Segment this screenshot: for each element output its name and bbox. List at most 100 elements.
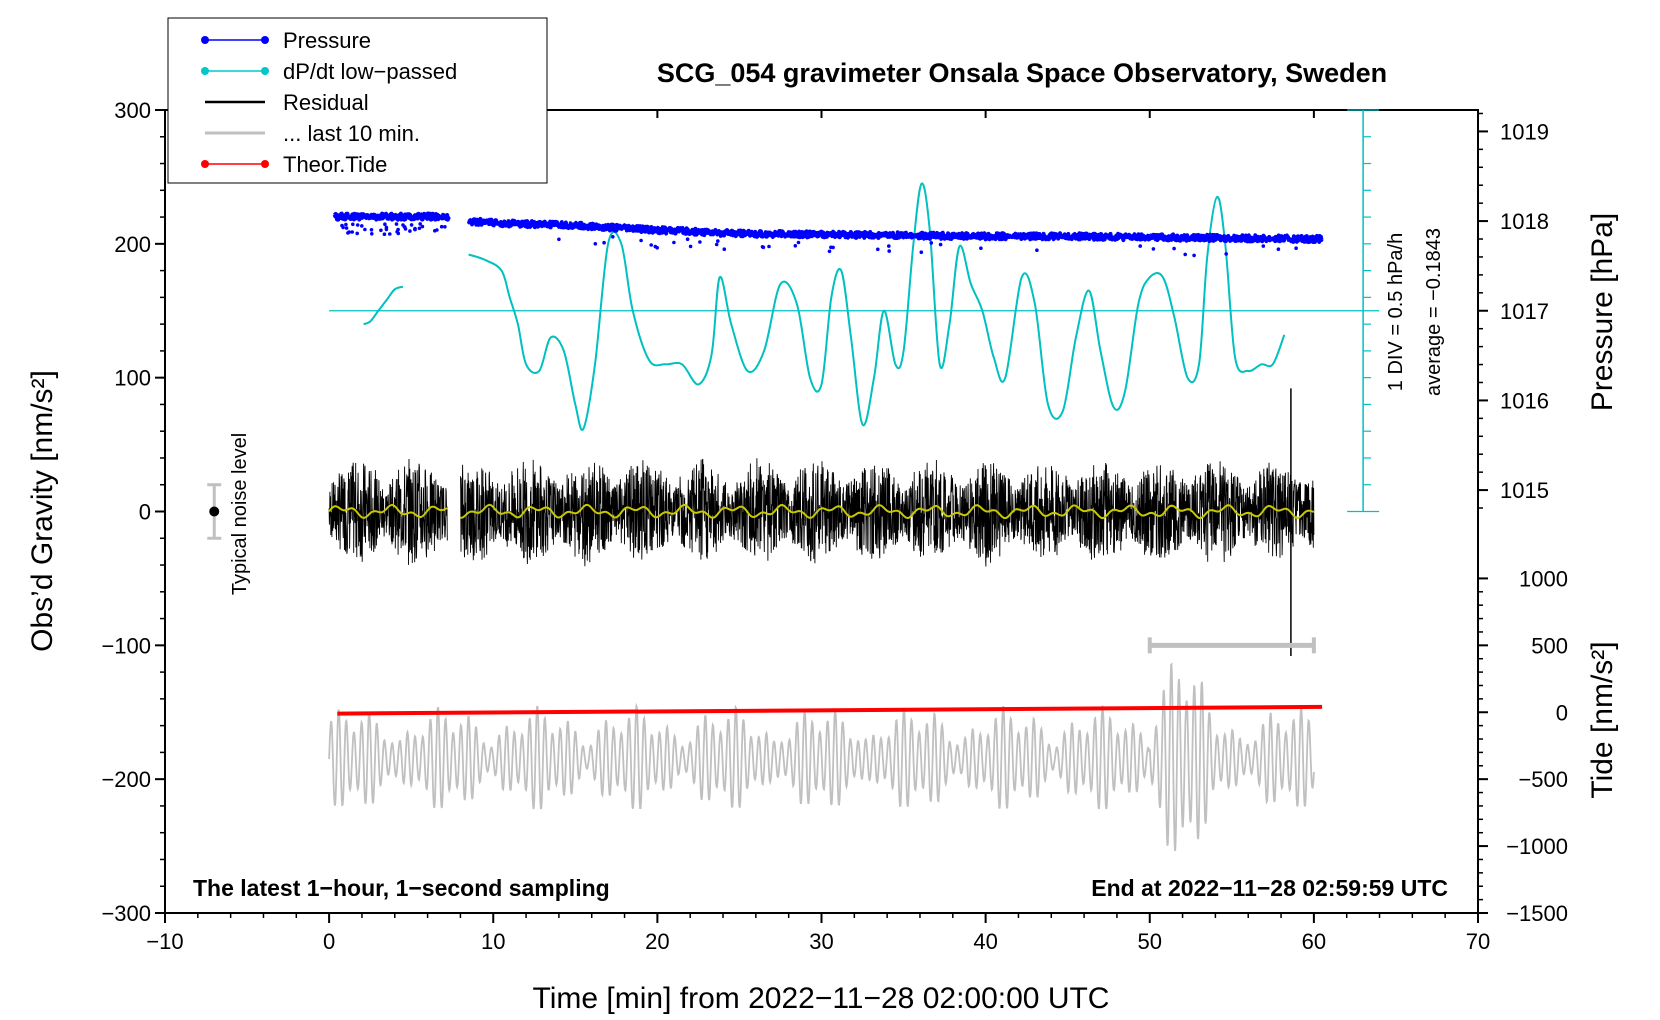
- tide-tick-label: 500: [1531, 633, 1568, 658]
- x-tick-label: 60: [1302, 929, 1326, 954]
- pressure-point: [360, 224, 364, 228]
- pressure-point: [876, 247, 880, 252]
- pressure-point: [355, 223, 360, 227]
- legend-box: [167, 17, 548, 184]
- y-tick-label: −300: [101, 901, 151, 926]
- legend-marker: [201, 67, 209, 75]
- pressure-point: [1224, 252, 1228, 256]
- pressure-tick-label: 1017: [1500, 299, 1549, 324]
- pressure-point: [351, 222, 355, 227]
- legend: Pressure dP/dt low−passed Residual ... last…: [167, 17, 548, 184]
- pressure-axis-label: Pressure [hPa]: [1586, 213, 1619, 411]
- pressure-line: [332, 211, 451, 222]
- pressure-point: [611, 235, 615, 239]
- pressure-point: [685, 237, 690, 241]
- pressure-point: [557, 237, 561, 242]
- theoretical-tide-line: [337, 704, 1323, 716]
- tide-tick-label: 0: [1556, 700, 1568, 725]
- pressure-point: [383, 222, 387, 226]
- pressure-point: [655, 246, 659, 250]
- last-10-min-line: [328, 662, 1315, 852]
- pressure-point: [413, 226, 417, 231]
- pressure-point: [1172, 246, 1176, 251]
- noise-level-label: Typical noise level: [229, 433, 251, 595]
- pressure-point: [439, 224, 444, 229]
- pressure-point: [767, 244, 771, 249]
- x-axis-label: Time [min] from 2022−11−28 02:00:00 UTC: [533, 982, 1110, 1015]
- series-layer: [207, 182, 1324, 852]
- pressure-point: [1151, 247, 1156, 251]
- tide-tick-label: −500: [1518, 767, 1568, 792]
- pressure-point: [379, 228, 383, 233]
- pressure-point: [979, 246, 983, 250]
- pressure-point: [929, 241, 934, 245]
- pressure-point: [593, 242, 598, 246]
- pressure-point: [369, 228, 374, 232]
- pressure-point: [1035, 248, 1039, 252]
- pressure-point: [649, 243, 653, 247]
- pressure-point: [402, 225, 407, 229]
- pressure-point: [688, 244, 693, 249]
- legend-marker: [201, 160, 209, 168]
- tide-tick-label: 1000: [1519, 566, 1568, 591]
- x-tick-label: 0: [323, 929, 335, 954]
- y-tick-label: −200: [101, 767, 151, 792]
- pressure-point: [639, 238, 643, 243]
- x-tick-label: 30: [809, 929, 833, 954]
- dpdt-line: [468, 182, 1286, 431]
- residual-lowpass-line: [460, 503, 1315, 520]
- legend-label: Pressure: [283, 28, 371, 53]
- legend-label: ... last 10 min.: [283, 121, 420, 146]
- noise-bar-center: [209, 506, 220, 517]
- pressure-point: [722, 247, 727, 251]
- sampling-note: The latest 1−hour, 1−second sampling: [193, 875, 610, 901]
- pressure-point: [716, 239, 720, 243]
- pressure-tick-label: 1015: [1500, 478, 1549, 503]
- residual-line-segment: [459, 458, 1315, 567]
- pressure-point: [1183, 252, 1187, 257]
- residual-line-segment: [328, 458, 448, 565]
- pressure-point: [793, 244, 798, 248]
- x-tick-label: 70: [1466, 929, 1490, 954]
- x-tick-label: 50: [1138, 929, 1162, 954]
- pressure-point: [418, 222, 423, 226]
- pressure-point: [698, 240, 702, 244]
- pressure-tick-label: 1018: [1500, 209, 1549, 234]
- pressure-point: [1138, 244, 1142, 248]
- pressure-point: [350, 230, 355, 234]
- pressure-point: [347, 230, 351, 234]
- pressure-line: [466, 216, 1324, 244]
- pressure-point: [417, 226, 422, 231]
- pressure-point: [420, 224, 425, 229]
- pressure-tick-label: 1019: [1500, 119, 1549, 144]
- pressure-point: [355, 231, 360, 236]
- pressure-point: [384, 225, 389, 230]
- pressure-point: [827, 249, 832, 254]
- pressure-point: [388, 232, 392, 236]
- y-tick-label: −100: [101, 633, 151, 658]
- chart-title: SCG_054 gravimeter Onsala Space Observat…: [657, 58, 1387, 88]
- pressure-point: [409, 223, 414, 227]
- pressure-point: [887, 244, 891, 248]
- pressure-point: [394, 222, 399, 226]
- pressure-point: [1276, 247, 1281, 251]
- pressure-point: [382, 232, 387, 236]
- y-axis-left: −300 −200 −100 0 100 200 300: [101, 98, 165, 926]
- pressure-point: [938, 242, 943, 247]
- pressure-point: [1294, 246, 1298, 250]
- legend-marker: [261, 36, 269, 44]
- x-tick-label: 40: [973, 929, 997, 954]
- pressure-point: [919, 250, 924, 254]
- legend-label: Residual: [283, 90, 369, 115]
- legend-label: Theor.Tide: [283, 152, 387, 177]
- y-axis-tide: −1500 −1000 −500 0 500 1000: [1478, 566, 1568, 926]
- legend-marker: [261, 67, 269, 75]
- residual-lowpass-line: [328, 503, 448, 520]
- x-tick-label: 20: [645, 929, 669, 954]
- y-axis-pressure: 1015 1016 1017 1018 1019: [1478, 112, 1549, 509]
- pressure-tick-label: 1016: [1500, 388, 1549, 413]
- y-tick-label: 0: [139, 500, 151, 525]
- legend-marker: [201, 36, 209, 44]
- y-tick-label: 200: [114, 232, 151, 257]
